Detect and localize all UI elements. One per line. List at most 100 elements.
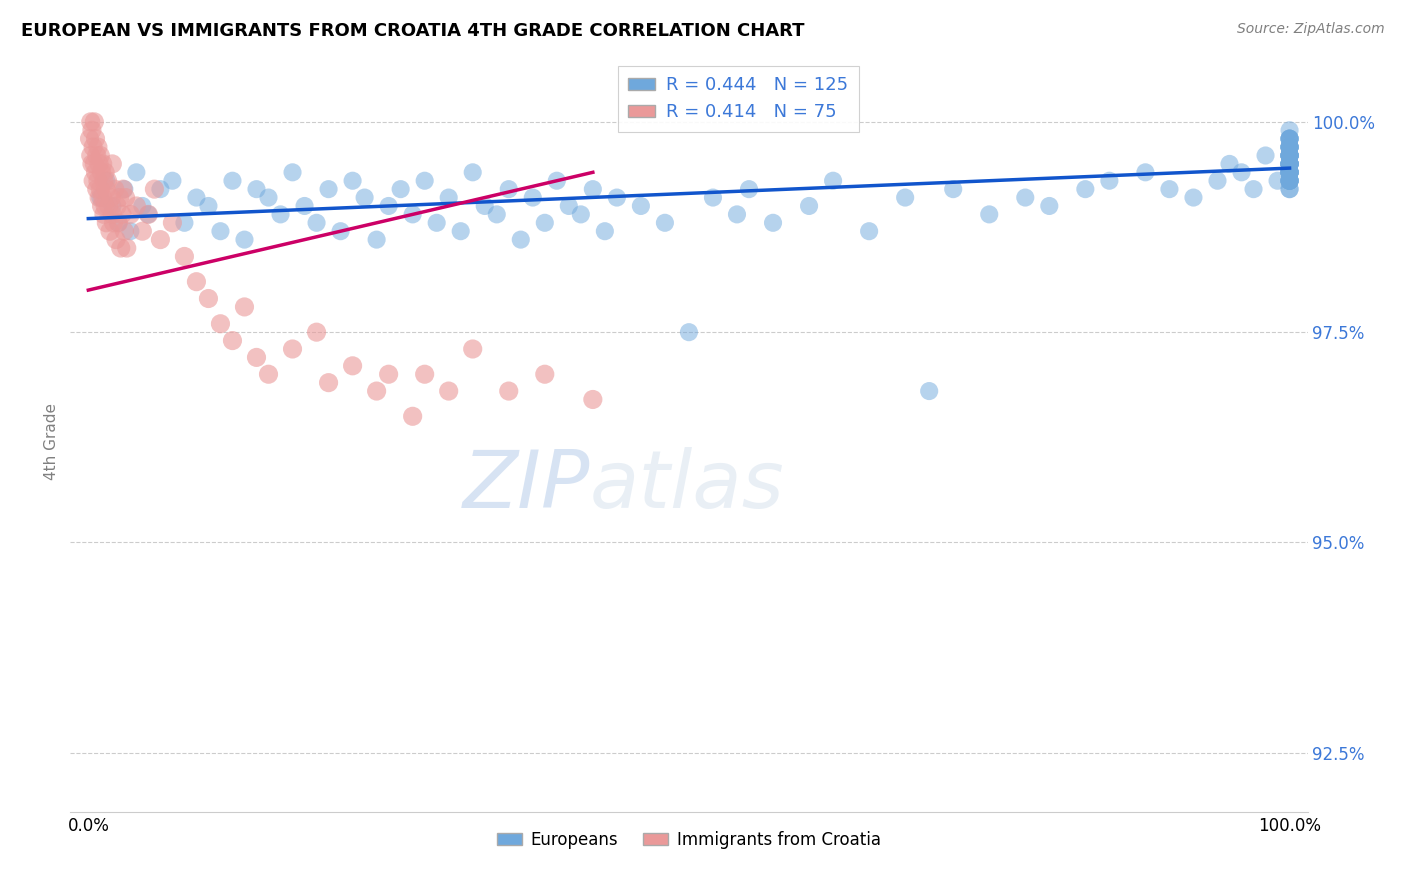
Point [377, 199, 399, 213]
Point [1278, 174, 1301, 188]
Point [96, 174, 118, 188]
Point [1278, 157, 1301, 171]
Point [1278, 123, 1301, 137]
Point [103, 216, 125, 230]
Point [114, 190, 136, 204]
Point [1278, 157, 1301, 171]
Point [131, 199, 153, 213]
Point [107, 216, 129, 230]
Point [197, 292, 219, 306]
Point [82, 174, 104, 188]
Point [894, 190, 917, 204]
Point [366, 384, 388, 398]
Point [918, 384, 941, 398]
Point [1267, 174, 1289, 188]
Point [797, 199, 820, 213]
Point [93, 207, 115, 221]
Text: atlas: atlas [591, 447, 785, 525]
Point [90, 199, 112, 213]
Point [509, 233, 531, 247]
Point [1278, 157, 1301, 171]
Point [89, 190, 111, 204]
Point [101, 157, 124, 171]
Point [1278, 131, 1301, 145]
Point [86, 182, 108, 196]
Point [630, 199, 652, 213]
Point [582, 392, 605, 407]
Point [1278, 174, 1301, 188]
Point [209, 317, 232, 331]
Point [104, 182, 127, 196]
Point [1074, 182, 1097, 196]
Point [245, 351, 267, 365]
Point [100, 190, 122, 204]
Point [101, 207, 124, 221]
Point [125, 199, 148, 213]
Point [281, 165, 304, 179]
Point [233, 233, 256, 247]
Point [131, 224, 153, 238]
Point [1278, 148, 1301, 162]
Point [533, 216, 555, 230]
Point [138, 207, 160, 221]
Point [149, 233, 172, 247]
Point [209, 224, 232, 238]
Text: Source: ZipAtlas.com: Source: ZipAtlas.com [1237, 22, 1385, 37]
Point [1278, 140, 1301, 154]
Point [979, 207, 1001, 221]
Point [79, 131, 101, 145]
Point [82, 140, 104, 154]
Point [1278, 131, 1301, 145]
Point [162, 174, 184, 188]
Point [318, 182, 340, 196]
Point [1278, 140, 1301, 154]
Point [342, 359, 364, 373]
Point [1278, 182, 1301, 196]
Point [426, 216, 449, 230]
Point [498, 182, 520, 196]
Point [1278, 182, 1301, 196]
Point [1278, 148, 1301, 162]
Point [143, 182, 166, 196]
Point [533, 368, 555, 382]
Point [1098, 174, 1121, 188]
Point [1278, 165, 1301, 179]
Point [1278, 148, 1301, 162]
Point [94, 165, 117, 179]
Point [305, 325, 328, 339]
Point [389, 182, 412, 196]
Point [546, 174, 568, 188]
Point [1278, 165, 1301, 179]
Point [353, 190, 375, 204]
Point [80, 157, 103, 171]
Point [1278, 140, 1301, 154]
Point [858, 224, 880, 238]
Point [120, 207, 142, 221]
Point [1038, 199, 1060, 213]
Point [1278, 140, 1301, 154]
Point [1135, 165, 1157, 179]
Point [450, 224, 472, 238]
Point [582, 182, 605, 196]
Point [377, 368, 399, 382]
Point [1278, 165, 1301, 179]
Point [558, 199, 581, 213]
Point [1278, 157, 1301, 171]
Point [654, 216, 676, 230]
Point [89, 148, 111, 162]
Point [89, 190, 111, 204]
Point [101, 199, 124, 213]
Point [1278, 174, 1301, 188]
Point [437, 190, 460, 204]
Point [93, 174, 115, 188]
Point [1278, 165, 1301, 179]
Point [1278, 140, 1301, 154]
Point [485, 207, 508, 221]
Point [1278, 157, 1301, 171]
Point [305, 216, 328, 230]
Point [569, 207, 592, 221]
Point [112, 224, 135, 238]
Point [522, 190, 544, 204]
Point [1278, 174, 1301, 188]
Point [112, 182, 135, 196]
